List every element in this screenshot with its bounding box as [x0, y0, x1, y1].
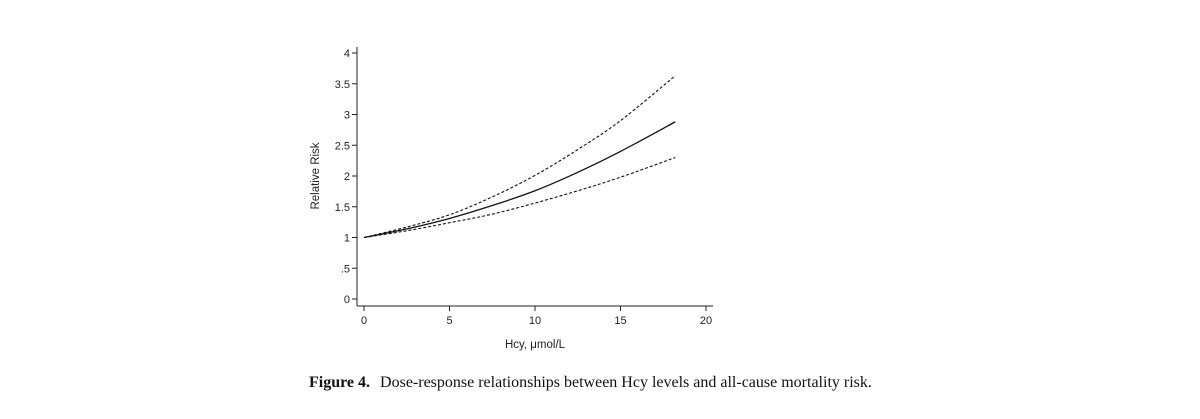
x-tick-label: 5 [446, 315, 452, 327]
y-tick-label: 3 [344, 110, 350, 122]
y-tick-label: 4 [344, 48, 350, 60]
figure-caption-label: Figure 4. [309, 374, 371, 391]
y-tick-label: 2 [344, 171, 350, 183]
y-tick-label: 0 [344, 294, 350, 306]
x-tick-label: 0 [361, 315, 367, 327]
x-tick-label: 15 [614, 315, 626, 327]
y-axis-title: Relative Risk [310, 142, 322, 209]
series-upper-ci-line [363, 75, 676, 239]
plot-area: 0 .5 1 1.5 2 2.5 3 3.5 4 0 5 10 15 20 [335, 47, 713, 327]
x-tick-label: 10 [529, 315, 541, 327]
x-tick-label: 20 [700, 315, 712, 327]
series-estimate-line [363, 121, 676, 239]
y-tick-label: .5 [341, 263, 350, 275]
y-tick-label: 1 [344, 233, 350, 245]
figure-caption-text: Dose-response relationships between Hcy … [380, 374, 872, 391]
y-tick-label: 2.5 [335, 140, 350, 152]
figure-caption: Figure 4. Dose-response relationships bet… [309, 374, 872, 392]
x-axis-title: Hcy, μmol/L [505, 339, 566, 351]
series-lower-ci-line [363, 157, 676, 239]
y-tick-label: 3.5 [335, 79, 350, 91]
y-tick-label: 1.5 [335, 202, 350, 214]
